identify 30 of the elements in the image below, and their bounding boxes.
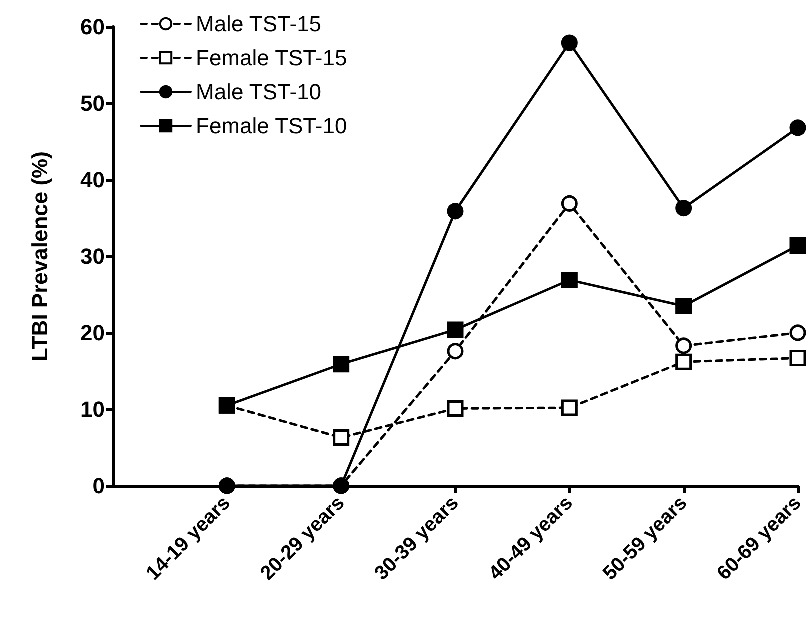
y-axis-title: LTBI Prevalence (%) bbox=[28, 152, 52, 362]
legend-label: Male TST-15 bbox=[196, 12, 322, 36]
y-tick-label: 0 bbox=[92, 474, 105, 498]
y-tick-label: 40 bbox=[80, 168, 105, 192]
point bbox=[790, 350, 806, 366]
y-tick-label: 20 bbox=[80, 320, 105, 346]
point bbox=[790, 324, 806, 342]
y-tick-label: 10 bbox=[80, 397, 105, 422]
legend-label: Male TST-10 bbox=[196, 80, 322, 104]
legend-label: Female TST-15 bbox=[196, 46, 348, 70]
point bbox=[676, 200, 692, 217]
point bbox=[561, 272, 578, 288]
point bbox=[561, 195, 578, 212]
point bbox=[790, 238, 806, 254]
point bbox=[676, 354, 692, 370]
y-tick-label: 30 bbox=[80, 244, 105, 269]
point bbox=[561, 400, 578, 416]
point bbox=[447, 343, 464, 360]
point bbox=[447, 322, 464, 338]
point bbox=[561, 34, 578, 52]
y-tick-label: 60 bbox=[80, 14, 105, 40]
point bbox=[676, 338, 692, 354]
point bbox=[676, 298, 692, 314]
y-tick-label: 50 bbox=[80, 91, 105, 116]
point bbox=[333, 356, 350, 373]
point bbox=[447, 400, 464, 417]
point bbox=[333, 430, 350, 446]
point bbox=[447, 203, 464, 220]
legend-label: Female TST-10 bbox=[196, 114, 348, 138]
point bbox=[790, 120, 806, 136]
